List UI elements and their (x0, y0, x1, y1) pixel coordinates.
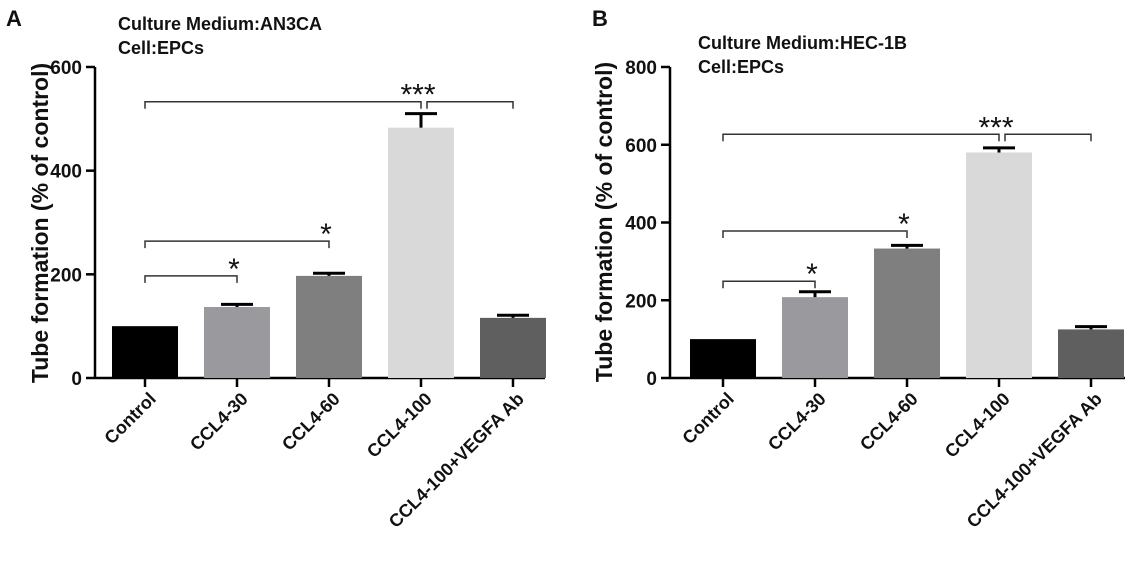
panel-a: A Culture Medium:AN3CA Cell:EPCs Tube fo… (6, 6, 546, 532)
panel-a-bar (112, 326, 178, 378)
panel-a-y-tick-label: 600 (50, 58, 82, 79)
panel-a-y-tick-label: 0 (71, 369, 82, 390)
panel-b: B Culture Medium:HEC-1B Cell:EPCs Tube f… (591, 6, 1125, 532)
panel-b-y-tick-label: 0 (646, 369, 657, 390)
panel-b-x-tick-label: CCL4-30 (764, 389, 830, 455)
panel-b-culture-medium: Culture Medium:HEC-1B (698, 33, 907, 53)
panel-a-significance-label: * (228, 253, 240, 286)
panel-a-bar (204, 306, 270, 378)
panel-b-plot-area: 0 200 400 600 800 Control CCL4-30 CCL4-60 CCL4-1… (625, 58, 1125, 532)
panel-b-significance-label: * (806, 258, 818, 291)
panel-a-y-tick-label: 400 (50, 162, 82, 183)
panel-b-y-axis-label: Tube formation (% of control) (591, 62, 617, 382)
panel-a-x-tick-label: CCL4-100 (363, 389, 436, 462)
panel-a-significance-bracket (144, 100, 422, 109)
panel-a-x-tick-label: CCL4-60 (278, 389, 344, 455)
panel-a-significance-label: *** (400, 79, 435, 112)
panel-b-y-tick-label: 400 (625, 214, 657, 235)
panel-a-bar (296, 275, 362, 378)
panel-a-letter: A (6, 6, 22, 31)
panel-a-significance-bracket (144, 275, 238, 283)
panel-a-x-tick-label: CCL4-30 (186, 389, 252, 455)
panel-a-significance-label: * (320, 218, 332, 251)
panel-b-bar (1058, 329, 1124, 378)
panel-a-culture-medium: Culture Medium:AN3CA (118, 14, 322, 34)
panel-a-bar (480, 317, 546, 378)
panel-b-letter: B (592, 6, 608, 31)
panel-a-significance-bracket (144, 240, 330, 249)
panel-b-x-tick-label: CCL4-100 (941, 389, 1014, 462)
panel-b-cell-type: Cell:EPCs (698, 57, 784, 77)
panel-b-x-tick-label: CCL4-60 (856, 389, 922, 455)
panel-a-significance-bracket (426, 100, 514, 109)
panel-b-bar (690, 339, 756, 378)
panel-b-bar (874, 248, 940, 378)
panel-b-significance-bracket (1004, 133, 1092, 142)
panel-b-significance-label: *** (978, 111, 1013, 144)
panel-a-x-tick-label: Control (100, 389, 159, 448)
panel-b-significance-bracket (722, 133, 1000, 142)
panel-a-y-axis-label: Tube formation (% of control) (27, 63, 53, 383)
panel-b-significance-bracket (722, 280, 816, 289)
panel-a-cell-type: Cell:EPCs (118, 38, 204, 58)
panel-b-y-tick-label: 600 (625, 136, 657, 157)
panel-a-y-tick-label: 200 (50, 265, 82, 286)
panel-b-y-tick-label: 200 (625, 291, 657, 312)
panel-b-significance-bracket (722, 230, 908, 239)
panel-b-bar (782, 297, 848, 378)
panel-a-bar (388, 127, 454, 379)
panel-b-x-tick-label: Control (678, 389, 737, 448)
panel-b-bar (966, 152, 1032, 378)
panel-b-y-tick-label: 800 (625, 58, 657, 79)
panel-b-significance-label: * (898, 208, 910, 241)
